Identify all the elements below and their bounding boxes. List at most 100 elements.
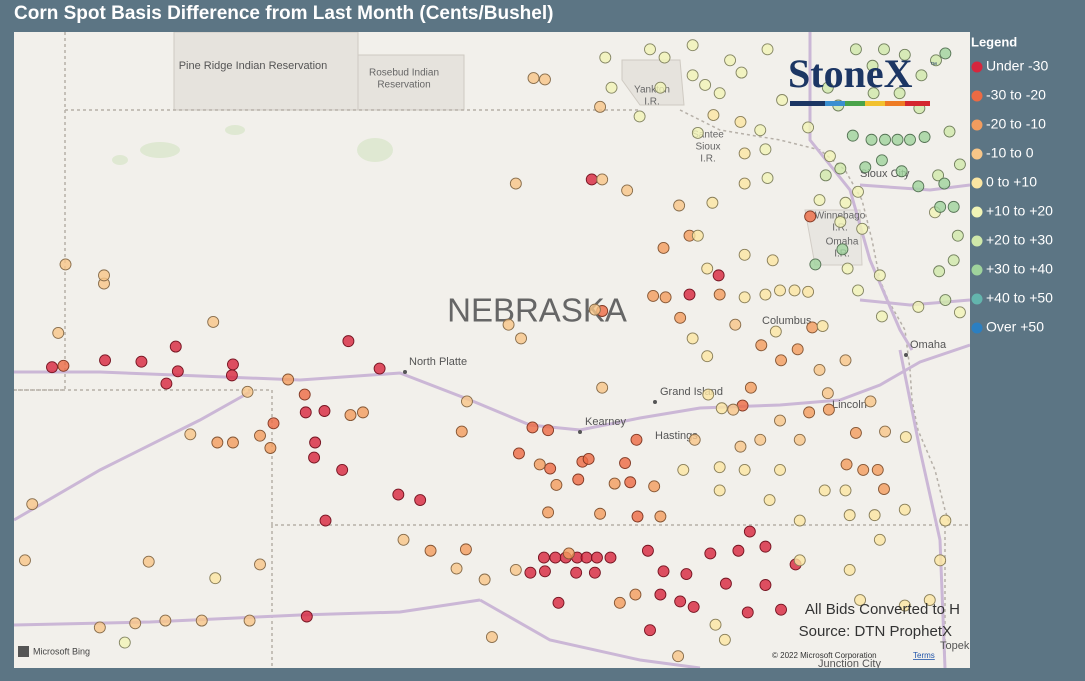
bid-point[interactable] xyxy=(135,355,148,368)
bid-point[interactable] xyxy=(803,406,816,419)
bid-point[interactable] xyxy=(769,325,782,338)
bid-point[interactable] xyxy=(300,610,313,623)
bid-point[interactable] xyxy=(939,294,952,306)
bid-point[interactable] xyxy=(299,406,312,419)
bid-point[interactable] xyxy=(766,254,779,267)
bid-point[interactable] xyxy=(813,194,826,206)
bid-point[interactable] xyxy=(939,514,952,527)
bid-point[interactable] xyxy=(702,388,715,401)
bid-point[interactable] xyxy=(873,269,886,282)
bid-point[interactable] xyxy=(588,566,601,579)
bid-point[interactable] xyxy=(549,551,562,564)
bid-point[interactable] xyxy=(865,133,878,146)
bid-point[interactable] xyxy=(724,54,737,67)
bid-point[interactable] xyxy=(509,177,522,190)
bid-point[interactable] xyxy=(654,510,667,523)
bid-point[interactable] xyxy=(142,555,155,568)
bid-point[interactable] xyxy=(624,476,637,489)
bid-point[interactable] xyxy=(539,73,551,86)
bid-point[interactable] xyxy=(318,405,331,417)
bid-point[interactable] xyxy=(57,359,70,372)
bid-point[interactable] xyxy=(879,425,891,438)
bid-point[interactable] xyxy=(899,431,912,443)
bid-point[interactable] xyxy=(654,81,667,94)
bid-point[interactable] xyxy=(933,265,946,278)
bid-point[interactable] xyxy=(841,262,854,275)
bid-point[interactable] xyxy=(852,284,864,297)
bid-point[interactable] xyxy=(392,488,405,501)
bid-point[interactable] xyxy=(859,161,872,174)
bid-point[interactable] xyxy=(539,565,551,578)
bid-point[interactable] xyxy=(98,269,110,282)
bid-point[interactable] xyxy=(741,606,754,619)
bid-point[interactable] xyxy=(424,544,437,557)
bid-point[interactable] xyxy=(934,554,947,567)
bid-point[interactable] xyxy=(875,154,888,167)
bid-point[interactable] xyxy=(713,461,726,474)
bid-point[interactable] xyxy=(52,326,65,339)
bid-point[interactable] xyxy=(822,403,835,416)
bid-point[interactable] xyxy=(654,588,667,601)
bid-point[interactable] xyxy=(544,462,557,475)
bid-point[interactable] xyxy=(629,588,642,601)
bid-point[interactable] xyxy=(93,621,106,634)
bid-point[interactable] xyxy=(754,124,767,137)
bid-point[interactable] xyxy=(282,373,295,386)
bid-point[interactable] xyxy=(621,184,634,197)
bid-point[interactable] xyxy=(891,133,904,146)
bid-point[interactable] xyxy=(686,39,699,52)
bid-point[interactable] xyxy=(657,565,670,578)
bid-point[interactable] xyxy=(734,440,747,453)
bid-point[interactable] xyxy=(562,547,575,560)
bid-point[interactable] xyxy=(759,143,772,156)
bid-point[interactable] xyxy=(834,215,847,228)
bid-point[interactable] xyxy=(633,110,646,123)
bid-point[interactable] xyxy=(953,306,966,319)
bid-point[interactable] xyxy=(713,484,726,497)
bid-point[interactable] xyxy=(591,551,603,564)
bid-point[interactable] xyxy=(738,463,751,476)
bid-point[interactable] xyxy=(129,617,142,630)
bid-point[interactable] xyxy=(839,196,852,209)
bid-point[interactable] xyxy=(898,599,911,612)
bid-point[interactable] xyxy=(809,258,822,271)
bid-point[interactable] xyxy=(868,509,881,522)
bid-point[interactable] xyxy=(644,43,656,56)
bid-point[interactable] xyxy=(657,242,670,254)
bid-point[interactable] xyxy=(619,457,631,470)
bid-point[interactable] xyxy=(672,650,685,663)
bid-point[interactable] xyxy=(267,417,280,430)
bid-point[interactable] xyxy=(478,573,491,586)
bid-point[interactable] xyxy=(688,433,701,446)
bid-point[interactable] xyxy=(582,453,595,465)
bid-point[interactable] xyxy=(211,436,224,449)
bid-point[interactable] xyxy=(118,636,131,649)
bid-point[interactable] xyxy=(319,514,332,527)
bid-point[interactable] xyxy=(570,566,583,579)
bid-point[interactable] xyxy=(227,358,239,371)
bid-point[interactable] xyxy=(930,54,942,67)
bid-point[interactable] xyxy=(298,388,311,401)
bid-point[interactable] xyxy=(732,544,745,557)
bid-point[interactable] xyxy=(99,354,111,367)
bid-point[interactable] xyxy=(509,563,522,576)
bid-point[interactable] xyxy=(738,291,751,304)
bid-point[interactable] xyxy=(898,48,911,61)
bid-point[interactable] xyxy=(686,69,699,82)
bid-point[interactable] xyxy=(839,354,852,367)
bid-point[interactable] xyxy=(542,424,555,437)
bid-point[interactable] xyxy=(715,402,728,415)
bid-point[interactable] xyxy=(951,229,964,242)
bid-point[interactable] xyxy=(209,572,222,585)
bid-point[interactable] xyxy=(225,369,238,382)
bid-point[interactable] xyxy=(184,428,197,441)
bid-point[interactable] xyxy=(743,525,756,538)
bid-point[interactable] xyxy=(159,614,172,627)
bid-point[interactable] xyxy=(605,81,618,94)
bid-point[interactable] xyxy=(854,594,867,607)
bid-point[interactable] xyxy=(879,133,891,146)
bid-point[interactable] xyxy=(816,320,829,333)
bid-point[interactable] xyxy=(596,381,609,394)
bid-point[interactable] xyxy=(713,288,726,301)
bid-point[interactable] xyxy=(254,429,266,442)
